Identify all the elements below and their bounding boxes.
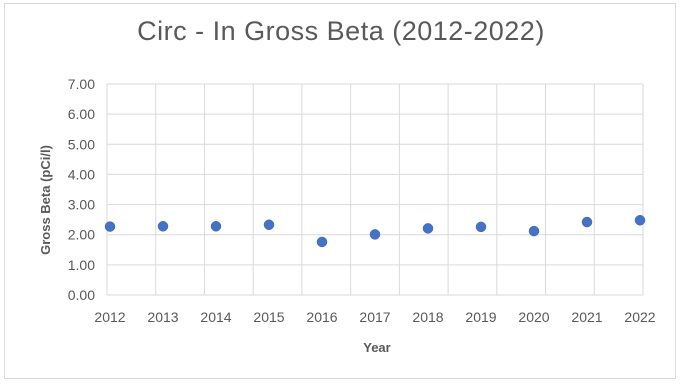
data-points	[104, 214, 646, 248]
grid-lines	[106, 83, 644, 296]
x-tick-label: 2018	[412, 309, 443, 325]
data-point	[634, 214, 646, 226]
x-axis-label: Year	[363, 340, 390, 355]
data-point	[104, 221, 116, 232]
x-tick-label: 2020	[518, 309, 549, 325]
x-tick-label: 2017	[359, 309, 390, 325]
data-point	[263, 219, 275, 231]
data-point	[369, 229, 381, 240]
x-tick-label: 2015	[253, 309, 284, 325]
y-tick-label: 0.00	[68, 287, 95, 303]
x-tick-label: 2022	[624, 309, 655, 325]
data-point	[475, 221, 487, 233]
x-tick-labels: 2012 2013 2014 2015 2016 2017 2018 2019 2020 2021…	[94, 309, 655, 325]
y-tick-label: 3.00	[68, 197, 95, 213]
y-tick-label: 2.00	[68, 227, 95, 243]
x-tick-label: 2014	[200, 309, 231, 325]
y-tick-label: 4.00	[68, 166, 95, 182]
chart-frame	[4, 3, 676, 379]
x-tick-label: 2013	[147, 309, 178, 325]
x-tick-label: 2012	[94, 309, 125, 325]
data-point	[528, 225, 540, 237]
data-point	[581, 216, 593, 228]
y-tick-label: 1.00	[68, 257, 95, 273]
y-axis-label: Gross Beta (pCi/l)	[38, 145, 53, 255]
y-tick-labels: 0.00 1.00 2.00 3.00 4.00 5.00 6.00 7.00	[68, 76, 95, 303]
data-point	[210, 221, 222, 232]
data-point	[316, 236, 328, 248]
data-point	[422, 223, 434, 234]
chart-title: Circ - In Gross Beta (2012-2022)	[137, 16, 545, 46]
y-tick-label: 5.00	[68, 136, 95, 152]
y-tick-label: 6.00	[68, 106, 95, 122]
x-tick-label: 2021	[571, 309, 602, 325]
x-tick-label: 2016	[306, 309, 337, 325]
x-tick-label: 2019	[465, 309, 496, 325]
data-point	[157, 221, 169, 232]
y-tick-label: 7.00	[68, 76, 95, 92]
